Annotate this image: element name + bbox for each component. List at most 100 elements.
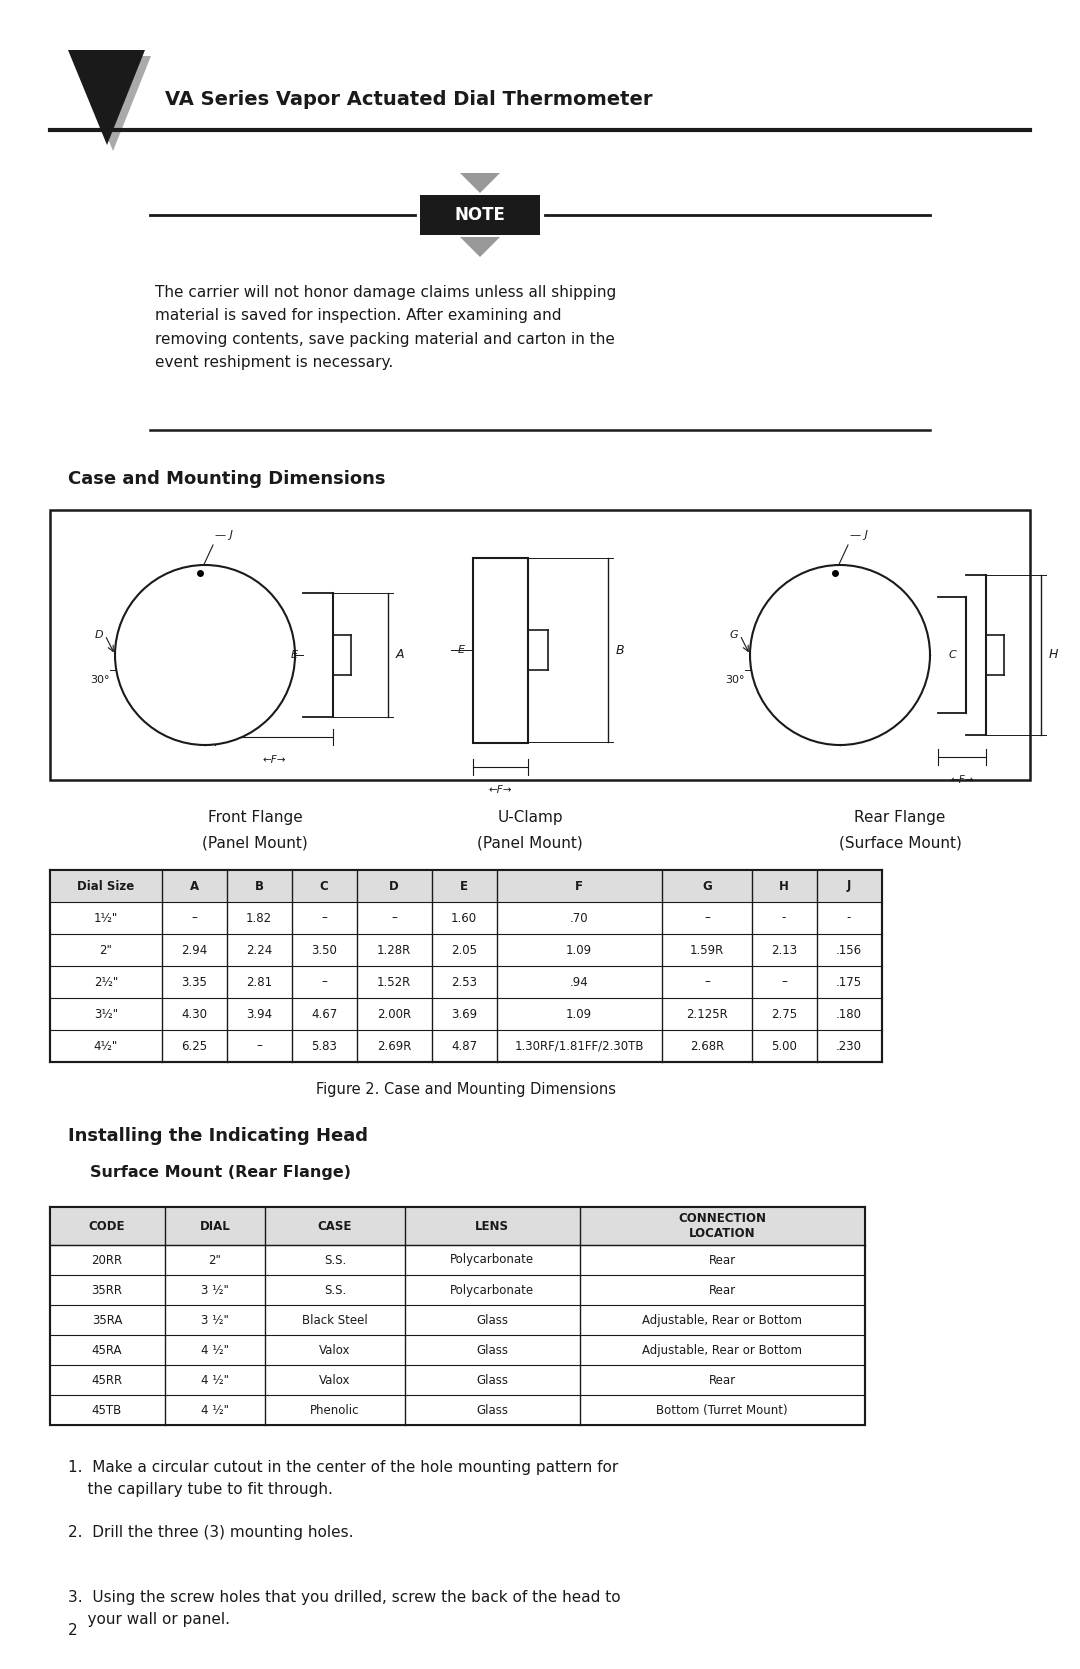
Text: 2.75: 2.75 xyxy=(771,1008,797,1020)
Text: .230: .230 xyxy=(836,1040,862,1053)
Text: 4.67: 4.67 xyxy=(311,1008,337,1020)
Text: Rear: Rear xyxy=(708,1374,735,1387)
Text: Front Flange: Front Flange xyxy=(207,809,302,824)
Text: A: A xyxy=(189,880,199,893)
Text: 3.50: 3.50 xyxy=(311,943,337,956)
Circle shape xyxy=(114,566,295,744)
Text: 2.125R: 2.125R xyxy=(686,1008,728,1020)
Text: NOTE: NOTE xyxy=(455,205,505,224)
Text: Dial Size: Dial Size xyxy=(78,880,135,893)
Text: –: – xyxy=(704,911,710,925)
Text: CASE: CASE xyxy=(318,1220,352,1232)
Text: B: B xyxy=(616,644,624,656)
Bar xyxy=(50,1207,865,1425)
Text: 45RR: 45RR xyxy=(92,1374,122,1387)
Text: 3½": 3½" xyxy=(94,1008,118,1020)
Text: Valox: Valox xyxy=(320,1374,351,1387)
Text: 2": 2" xyxy=(99,943,112,956)
Text: LENS: LENS xyxy=(475,1220,509,1232)
Text: (Panel Mount): (Panel Mount) xyxy=(202,834,308,850)
Text: 2.13: 2.13 xyxy=(771,943,797,956)
Text: 30°: 30° xyxy=(726,674,745,684)
Text: Rear: Rear xyxy=(708,1283,735,1297)
Text: –: – xyxy=(391,911,397,925)
Text: –: – xyxy=(321,975,327,988)
Text: E: E xyxy=(291,649,298,659)
Text: Valox: Valox xyxy=(320,1344,351,1357)
Polygon shape xyxy=(68,50,145,145)
Text: –: – xyxy=(781,975,787,988)
Text: 4 ½": 4 ½" xyxy=(201,1404,229,1417)
Text: 2.81: 2.81 xyxy=(246,975,272,988)
Text: G: G xyxy=(702,880,712,893)
Text: 1.52R: 1.52R xyxy=(377,975,411,988)
Text: S.S.: S.S. xyxy=(324,1283,346,1297)
Text: ←F→: ←F→ xyxy=(262,754,286,764)
Text: 5.00: 5.00 xyxy=(771,1040,797,1053)
Text: Adjustable, Rear or Bottom: Adjustable, Rear or Bottom xyxy=(642,1314,802,1327)
Text: 2.68R: 2.68R xyxy=(690,1040,724,1053)
Text: ←F→: ←F→ xyxy=(488,784,512,794)
Text: E: E xyxy=(460,880,468,893)
Text: 4 ½": 4 ½" xyxy=(201,1374,229,1387)
Text: 30°: 30° xyxy=(91,674,110,684)
Text: Rear Flange: Rear Flange xyxy=(854,809,946,824)
Text: -: - xyxy=(847,911,851,925)
Text: 5.83: 5.83 xyxy=(311,1040,337,1053)
Text: 2½": 2½" xyxy=(94,975,118,988)
Text: –: – xyxy=(321,911,327,925)
Text: 2.24: 2.24 xyxy=(246,943,272,956)
Text: 35RA: 35RA xyxy=(92,1314,122,1327)
Text: CONNECTION
LOCATION: CONNECTION LOCATION xyxy=(678,1212,766,1240)
Text: 4.87: 4.87 xyxy=(451,1040,477,1053)
Text: ←F→: ←F→ xyxy=(950,774,974,784)
Text: 3 ½": 3 ½" xyxy=(201,1314,229,1327)
Text: CODE: CODE xyxy=(89,1220,125,1232)
Text: VA Series Vapor Actuated Dial Thermometer: VA Series Vapor Actuated Dial Thermomete… xyxy=(165,90,652,110)
Text: Polycarbonate: Polycarbonate xyxy=(450,1253,535,1267)
Text: Glass: Glass xyxy=(476,1404,508,1417)
Text: 2.  Drill the three (3) mounting holes.: 2. Drill the three (3) mounting holes. xyxy=(68,1525,353,1540)
Text: Black Steel: Black Steel xyxy=(302,1314,368,1327)
Text: .180: .180 xyxy=(836,1008,862,1020)
Text: Bottom (Turret Mount): Bottom (Turret Mount) xyxy=(657,1404,787,1417)
Text: .156: .156 xyxy=(836,943,862,956)
Text: 6.25: 6.25 xyxy=(181,1040,207,1053)
Text: .94: .94 xyxy=(569,975,589,988)
Text: Glass: Glass xyxy=(476,1314,508,1327)
Text: 3.35: 3.35 xyxy=(181,975,207,988)
Text: C: C xyxy=(320,880,328,893)
Text: 1.09: 1.09 xyxy=(566,943,592,956)
Text: — J: — J xyxy=(850,531,868,541)
Text: C: C xyxy=(948,649,956,659)
Text: 3.  Using the screw holes that you drilled, screw the back of the head to
    yo: 3. Using the screw holes that you drille… xyxy=(68,1591,621,1627)
Text: 2.53: 2.53 xyxy=(451,975,477,988)
Text: Glass: Glass xyxy=(476,1374,508,1387)
Text: Surface Mount (Rear Flange): Surface Mount (Rear Flange) xyxy=(90,1165,351,1180)
Text: F: F xyxy=(575,880,583,893)
Text: 4½": 4½" xyxy=(94,1040,118,1053)
Text: (Panel Mount): (Panel Mount) xyxy=(477,834,583,850)
Text: G: G xyxy=(729,629,738,639)
Text: -: - xyxy=(782,911,786,925)
Text: Adjustable, Rear or Bottom: Adjustable, Rear or Bottom xyxy=(642,1344,802,1357)
Text: 1.60: 1.60 xyxy=(451,911,477,925)
Text: S.S.: S.S. xyxy=(324,1253,346,1267)
Text: 35RR: 35RR xyxy=(92,1283,122,1297)
Text: 3.94: 3.94 xyxy=(246,1008,272,1020)
Text: D: D xyxy=(94,629,103,639)
Text: .175: .175 xyxy=(836,975,862,988)
Text: H: H xyxy=(1049,649,1058,661)
Text: .70: .70 xyxy=(569,911,589,925)
Text: H: H xyxy=(779,880,788,893)
Text: 1.  Make a circular cutout in the center of the hole mounting pattern for
    th: 1. Make a circular cutout in the center … xyxy=(68,1460,618,1497)
Text: 1.09: 1.09 xyxy=(566,1008,592,1020)
Polygon shape xyxy=(460,174,500,194)
Text: B: B xyxy=(255,880,264,893)
Bar xyxy=(473,557,528,743)
Text: 1.28R: 1.28R xyxy=(377,943,411,956)
Text: –: – xyxy=(256,1040,262,1053)
Bar xyxy=(420,195,540,235)
Text: 45RA: 45RA xyxy=(92,1344,122,1357)
Text: –: – xyxy=(704,975,710,988)
